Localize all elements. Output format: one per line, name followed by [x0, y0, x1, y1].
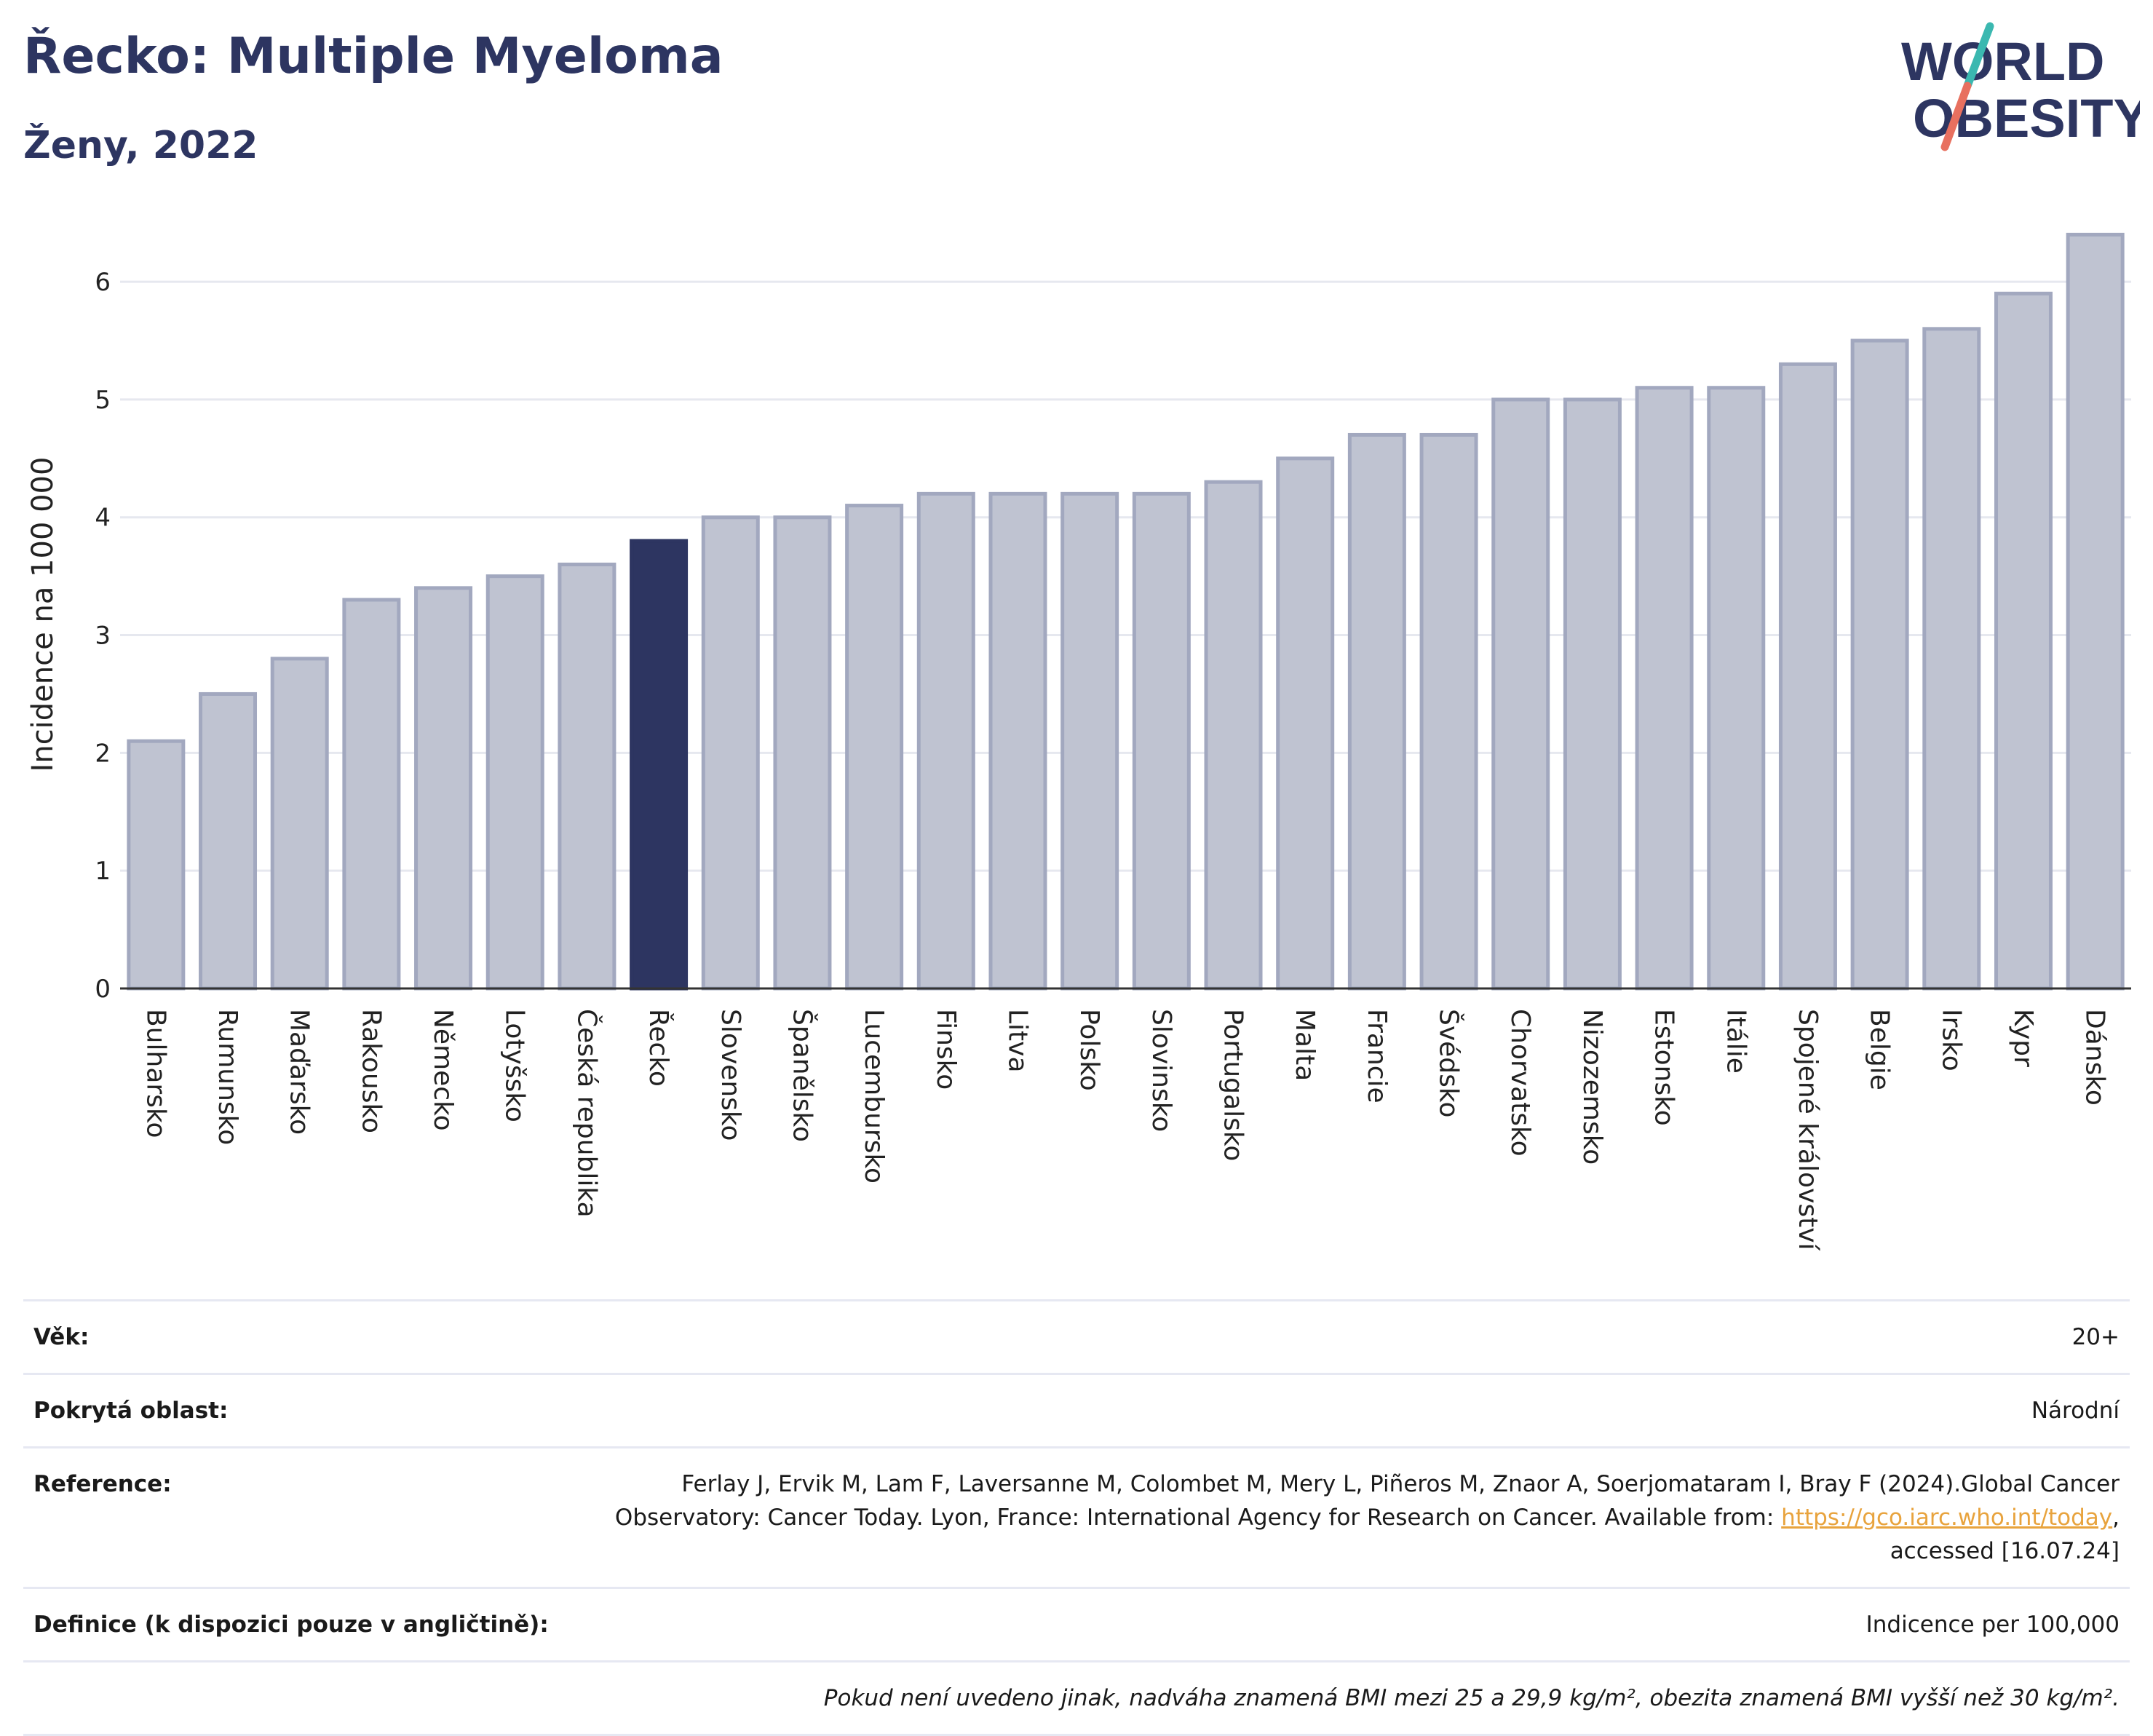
x-tick-label: Litva	[1002, 1009, 1032, 1073]
x-tick-label: Česká republika	[571, 1009, 602, 1218]
x-tick-label: Itálie	[1721, 1009, 1750, 1074]
y-tick-label: 5	[95, 386, 111, 415]
y-tick-label: 3	[95, 622, 111, 651]
x-tick-label: Belgie	[1865, 1009, 1895, 1090]
bar-25	[1850, 338, 1909, 991]
world-obesity-logo: WORLD OBESITY	[1901, 22, 2140, 151]
y-tick-label: 2	[95, 739, 111, 768]
age-label: Věk:	[33, 1324, 90, 1350]
x-tick-label: Kypr	[2008, 1009, 2038, 1067]
y-tick-label: 4	[95, 504, 111, 533]
logo-slash-bottom	[1940, 82, 1972, 151]
y-tick-label: 1	[95, 857, 111, 886]
bar-17	[1276, 456, 1335, 991]
meta-row-age: Věk: 20+	[23, 1299, 2130, 1373]
bar-10	[773, 515, 832, 991]
meta-row-area: Pokrytá oblast: Národní	[23, 1373, 2130, 1446]
bar-19	[1419, 432, 1478, 991]
bar-2	[199, 691, 258, 991]
reference-value: Ferlay J, Ervik M, Lam F, Laversanne M, …	[591, 1467, 2120, 1568]
bar-26	[1922, 327, 1981, 991]
bar-12	[916, 491, 975, 991]
definition-value: Indicence per 100,000	[1865, 1612, 2120, 1638]
bar-6	[485, 574, 544, 991]
y-tick-label: 6	[95, 268, 111, 297]
logo-line1: WORLD	[1901, 31, 2105, 92]
x-tick-label: Estonsko	[1649, 1009, 1679, 1126]
bar-11	[845, 504, 904, 991]
y-axis-label: Incidence na 100 000	[26, 457, 60, 772]
x-tick-label: Slovensko	[715, 1009, 745, 1141]
bar-28	[2066, 232, 2125, 991]
x-tick-label: Malta	[1290, 1009, 1320, 1081]
area-label: Pokrytá oblast:	[33, 1398, 229, 1424]
bar-21	[1563, 397, 1622, 991]
x-tick-label: Nizozemsko	[1577, 1009, 1607, 1165]
x-tick-label: Rumunsko	[213, 1009, 242, 1145]
logo-slash-top	[1963, 22, 1994, 90]
meta-row-note: Pokud není uvedeno jinak, nadváha znamen…	[23, 1660, 2130, 1736]
meta-row-reference: Reference: Ferlay J, Ervik M, Lam F, Lav…	[23, 1446, 2130, 1587]
x-tick-labels: Bulharsko Rumunsko Maďarsko Rakousko Německo…	[140, 1009, 2109, 1251]
x-tick-label: Slovinsko	[1146, 1009, 1176, 1132]
bar-4	[342, 598, 401, 991]
x-tick-label: Spojené království	[1793, 1009, 1823, 1251]
bar-9	[701, 515, 760, 991]
metadata-table: Věk: 20+ Pokrytá oblast: Národní Referen…	[23, 1299, 2130, 1736]
bar-7	[558, 562, 616, 991]
y-tick-labels: 0 1 2 3 4 5 6	[95, 268, 111, 1004]
bar-24	[1778, 362, 1837, 991]
bar-5	[414, 586, 473, 991]
x-tick-label: Řecko	[643, 1009, 674, 1087]
bar-23	[1707, 386, 1766, 991]
bar-16	[1204, 480, 1263, 991]
x-tick-label: Rakousko	[356, 1009, 386, 1133]
bmi-note: Pokud není uvedeno jinak, nadváha znamen…	[823, 1685, 2120, 1711]
x-tick-label: Polsko	[1074, 1009, 1104, 1091]
bar-13	[988, 491, 1047, 991]
reference-text-2: , accessed [16.07.24]	[1890, 1505, 2120, 1564]
area-value: Národní	[2031, 1398, 2120, 1424]
meta-row-definition: Definice (k dispozici pouze v angličtině…	[23, 1587, 2130, 1660]
bars	[127, 232, 2125, 991]
x-tick-label: Španělsko	[787, 1009, 817, 1142]
x-tick-label: Lucembursko	[859, 1009, 889, 1184]
definition-label: Definice (k dispozici pouze v angličtině…	[33, 1612, 549, 1638]
bar-15	[1132, 491, 1191, 991]
x-tick-label: Švédsko	[1434, 1009, 1464, 1118]
bar-27	[1994, 291, 2053, 991]
x-tick-label: Finsko	[931, 1009, 961, 1090]
bar-1	[127, 739, 186, 991]
x-tick-label: Maďarsko	[285, 1009, 314, 1135]
reference-text-1: Ferlay J, Ervik M, Lam F, Laversanne M, …	[614, 1471, 2120, 1531]
x-tick-label: Portugalsko	[1218, 1009, 1248, 1161]
page-subtitle: Ženy, 2022	[23, 124, 258, 167]
bar-18	[1347, 432, 1406, 991]
x-tick-label: Chorvatsko	[1505, 1009, 1535, 1157]
x-tick-label: Dánsko	[2080, 1009, 2110, 1106]
bar-20	[1491, 397, 1550, 991]
x-tick-label: Francie	[1362, 1009, 1392, 1103]
reference-link[interactable]: https://gco.iarc.who.int/today	[1781, 1505, 2113, 1531]
bar-3	[270, 657, 329, 991]
age-value: 20+	[2071, 1324, 2120, 1350]
y-tick-label: 0	[95, 975, 111, 1004]
x-tick-label: Německo	[428, 1009, 458, 1131]
x-tick-label: Irsko	[1936, 1009, 1966, 1071]
reference-label: Reference:	[33, 1471, 172, 1497]
bar-14	[1060, 491, 1119, 991]
page-title: Řecko: Multiple Myeloma	[23, 28, 723, 85]
bar-22	[1635, 386, 1694, 991]
x-tick-label: Bulharsko	[140, 1009, 170, 1138]
bar-chart: 0 1 2 3 4 5 6 Bulharsko Rumunsko Maďarsko Rakousk…	[26, 232, 2131, 1251]
x-tick-label: Lotyšsko	[500, 1009, 530, 1122]
bar-8	[630, 539, 689, 991]
